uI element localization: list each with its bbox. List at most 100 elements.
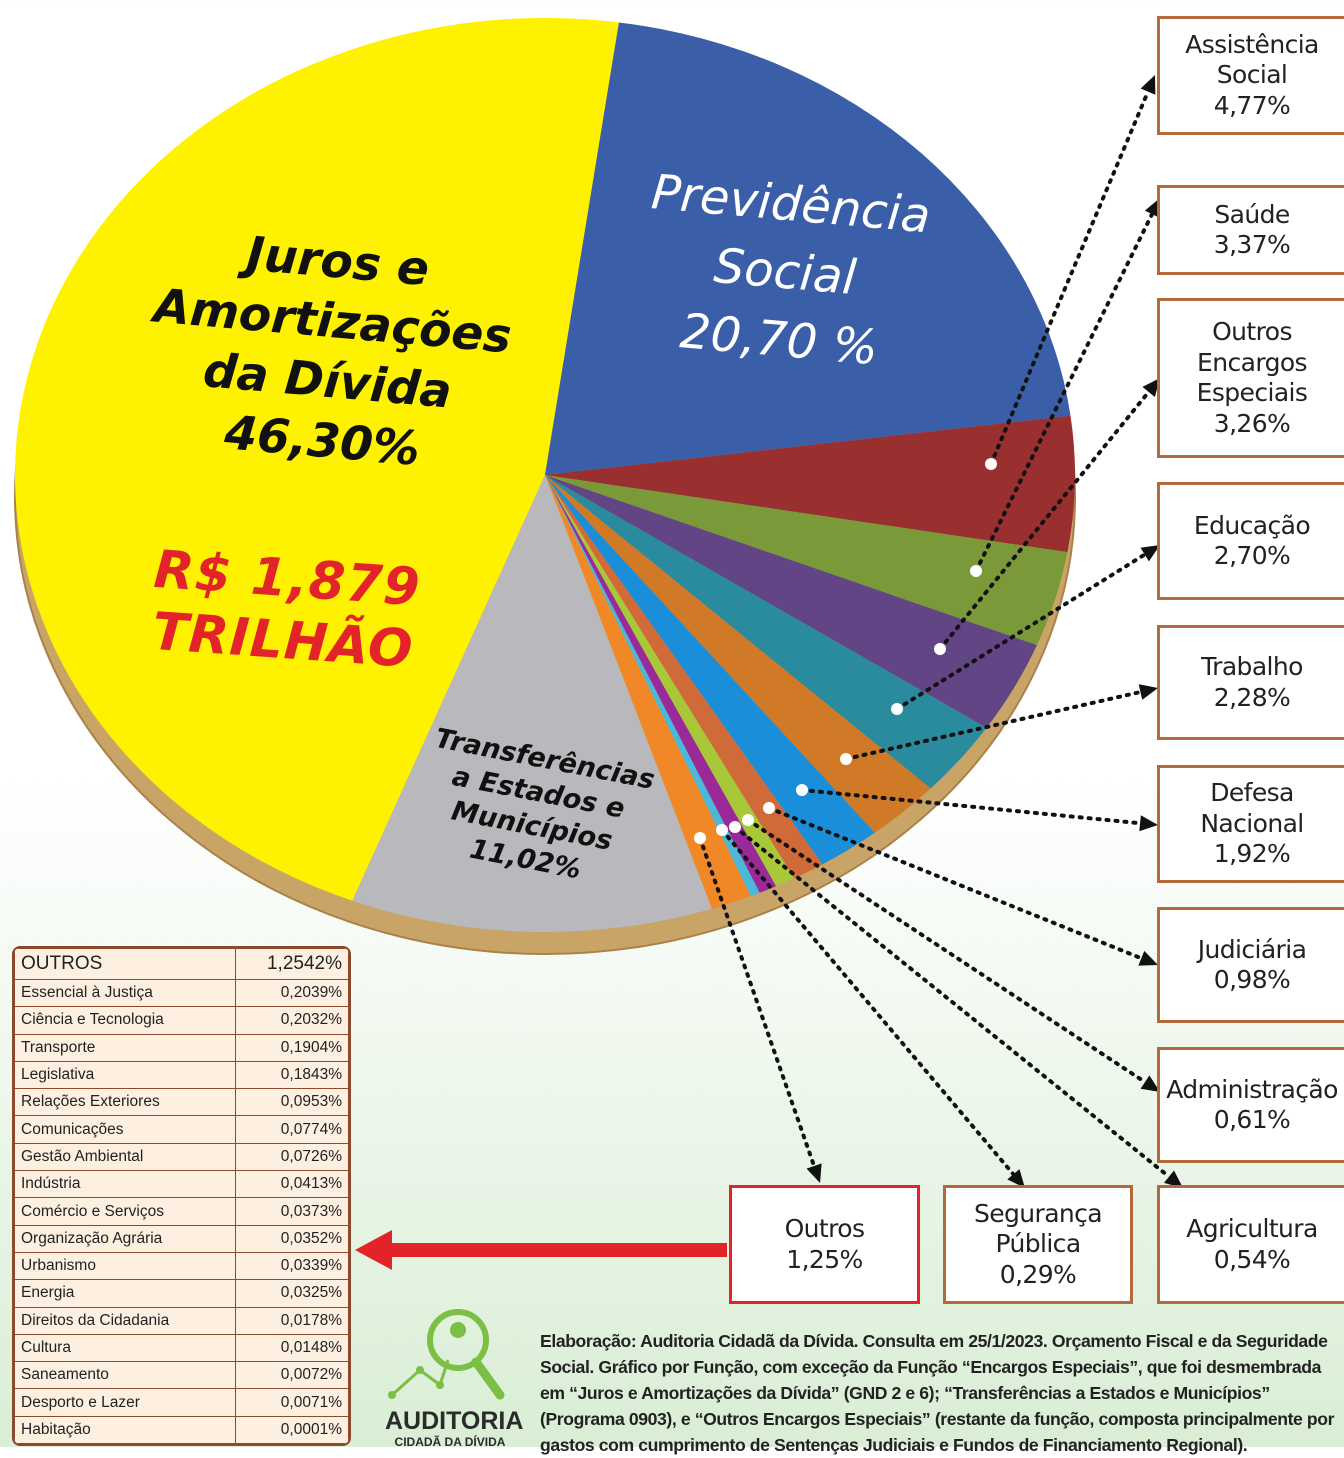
row-name: Habitação <box>14 1415 236 1445</box>
pie-slice <box>545 475 1037 728</box>
connector <box>767 806 1144 961</box>
table-row: Gestão Ambiental 0,0726% <box>14 1142 349 1172</box>
callout-box: Educação 2,70% <box>1157 482 1344 600</box>
callout-value: 0,61% <box>1213 1105 1291 1134</box>
row-value: 0,0373% <box>235 1197 349 1226</box>
pie-slice <box>545 475 760 897</box>
callout-name: Outros Encargos Especiais <box>1196 317 1308 407</box>
row-value: 0,0413% <box>235 1170 349 1199</box>
logo-title: AUDITORIA <box>385 1407 524 1435</box>
callout-box: Outros Encargos Especiais 3,26% <box>1157 298 1344 458</box>
callout-name: Defesa Nacional <box>1200 778 1304 838</box>
connector-head <box>806 1163 822 1183</box>
red-arrow-head <box>355 1230 392 1270</box>
row-name: Transporte <box>14 1033 236 1062</box>
row-name: Urbanismo <box>14 1251 236 1281</box>
connector <box>733 825 1171 1179</box>
connector-head <box>1139 815 1158 832</box>
slice-label: Previdência Social 20,70 % <box>607 156 963 389</box>
callout-name: Assistência Social <box>1185 29 1319 90</box>
callout-name: Educação <box>1193 510 1311 540</box>
header-value: 1,2542% <box>235 948 349 980</box>
pie-slice <box>545 22 1071 476</box>
row-name: Energia <box>14 1279 236 1308</box>
row-name: Saneamento <box>14 1361 236 1390</box>
connector <box>989 89 1151 466</box>
row-name: Comércio e Serviços <box>14 1197 236 1226</box>
connector <box>974 212 1155 573</box>
others-table: OUTROS 1,2542% Essencial à Justiça 0,2039% C… <box>12 946 351 1447</box>
connector <box>720 828 1016 1177</box>
table-row: Legislativa 0,1843% <box>14 1060 349 1090</box>
connector <box>698 836 817 1168</box>
row-name: Desporto e Lazer <box>14 1388 236 1417</box>
callout-box: Trabalho 2,28% <box>1157 625 1344 740</box>
callout-value: 0,54% <box>1213 1244 1291 1274</box>
row-value: 0,1843% <box>235 1060 349 1090</box>
table-row: Organização Agrária 0,0352% <box>14 1224 349 1253</box>
row-name: Comunicações <box>14 1115 236 1144</box>
connector <box>800 788 1143 826</box>
connector-head <box>1140 75 1156 95</box>
connector-dot <box>970 565 982 577</box>
callout-box: Judiciária 0,98% <box>1157 907 1344 1023</box>
callout-value: 0,98% <box>1213 965 1291 994</box>
table-header: OUTROS 1,2542% <box>14 948 349 980</box>
row-value: 0,2032% <box>235 1006 349 1035</box>
connector <box>746 818 1147 1085</box>
connector-dot <box>796 784 808 796</box>
row-value: 0,0339% <box>235 1251 349 1281</box>
connector-dot <box>891 703 903 715</box>
connector-head <box>1140 545 1160 562</box>
callout-box: Defesa Nacional 1,92% <box>1157 765 1344 883</box>
callout-value: 3,26% <box>1213 408 1291 438</box>
callout-name: Trabalho <box>1201 652 1303 681</box>
callout-box: Agricultura 0,54% <box>1157 1185 1344 1304</box>
callout-value: 1,25% <box>786 1244 863 1274</box>
table: OUTROS 1,2542% Essencial à Justiça 0,2039% C… <box>14 948 349 1445</box>
row-value: 0,2039% <box>235 978 349 1008</box>
row-name: Relações Exteriores <box>14 1088 236 1117</box>
callout-name: Segurança Pública <box>973 1198 1103 1259</box>
connector-dot <box>763 802 775 814</box>
callout-box: Assistência Social 4,77% <box>1157 16 1344 135</box>
pie-slice <box>545 475 875 865</box>
connector <box>938 389 1151 651</box>
table-row: Comunicações 0,0774% <box>14 1115 349 1144</box>
pie-slice <box>545 415 1075 553</box>
connector-dot <box>934 643 946 655</box>
pie-slice <box>545 475 751 909</box>
slice-name: Juros e Amortizações da Dívida <box>151 226 514 420</box>
source-note: Elaboração: Auditoria Cidadã da Dívida. … <box>540 1331 1335 1455</box>
row-name: Gestão Ambiental <box>14 1142 236 1172</box>
connector-dot <box>694 832 706 844</box>
connector-dot <box>716 824 728 836</box>
callout-name: Saúde <box>1214 199 1290 229</box>
callout-value: 2,70% <box>1213 541 1291 570</box>
table-row: Essencial à Justiça 0,2039% <box>14 978 349 1008</box>
pie-slice <box>545 475 777 893</box>
pie-slice <box>545 475 795 887</box>
pie-slice <box>545 475 1068 646</box>
table-row: Energia 0,0325% <box>14 1279 349 1308</box>
pie-slice <box>15 18 619 901</box>
connector <box>844 689 1143 761</box>
connector-dot <box>985 458 997 470</box>
row-name: Essencial à Justiça <box>14 978 236 1008</box>
connector-head <box>1007 1169 1025 1188</box>
slices <box>15 18 1075 932</box>
table-row: Direitos da Cidadania 0,0178% <box>14 1306 349 1335</box>
row-value: 0,1904% <box>235 1033 349 1062</box>
callout-box: Outros 1,25% <box>729 1185 920 1304</box>
callout-name: Agricultura <box>1186 1214 1318 1243</box>
connectors <box>694 75 1183 1188</box>
row-value: 0,0325% <box>235 1279 349 1308</box>
connector-dot <box>840 753 852 765</box>
callout-value: 0,29% <box>999 1259 1077 1289</box>
table-row: Relações Exteriores 0,0953% <box>14 1088 349 1117</box>
row-value: 0,0726% <box>235 1142 349 1172</box>
logo-icon <box>388 1309 505 1400</box>
callout-value: 3,37% <box>1213 230 1291 259</box>
